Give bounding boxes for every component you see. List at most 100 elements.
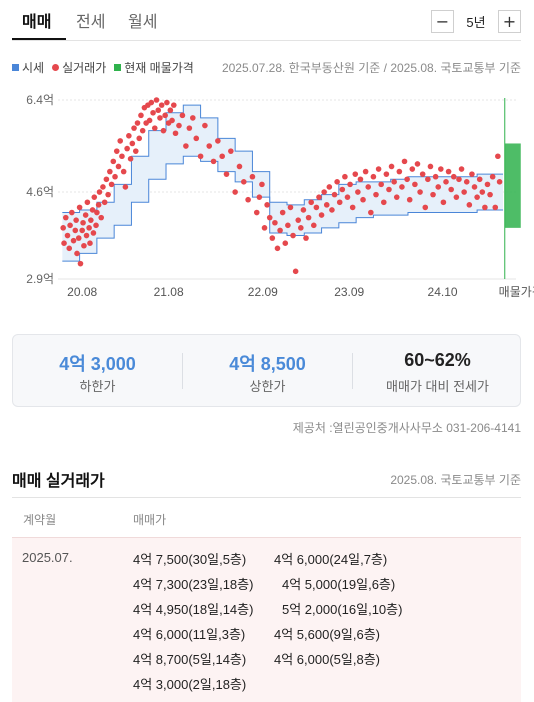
trade-point — [108, 181, 115, 188]
trade-point — [169, 117, 175, 124]
data-provider: 제공처 :열린공인중개사사무소 031-206-4141 — [292, 421, 521, 435]
period-value: 5년 — [466, 14, 486, 30]
trade-point — [115, 163, 122, 170]
trade-point — [219, 153, 225, 160]
trade-item: 4억 6,000(11일,3층) — [133, 627, 246, 642]
trade-point — [303, 235, 309, 241]
legend-actual-trade[interactable]: 실거래가 — [52, 59, 106, 76]
legend-market-price[interactable]: 시세 — [12, 59, 44, 76]
trade-point — [474, 194, 480, 200]
trade-point — [404, 176, 410, 183]
col-header-sale-price: 매매가 — [133, 513, 167, 527]
tab-sale[interactable]: 매매 — [22, 14, 52, 31]
trade-point — [170, 102, 177, 108]
trade-point — [432, 173, 439, 180]
trade-item: 4억 5,000(19일,6층) — [282, 577, 396, 592]
trade-point — [456, 176, 462, 183]
red-dot-icon — [52, 64, 60, 71]
trade-point — [146, 117, 153, 124]
trade-point — [61, 240, 67, 246]
trade-point — [326, 184, 333, 190]
trade-point — [419, 171, 426, 177]
legend-current-listing[interactable]: 현재 매물가격 — [114, 59, 194, 76]
section-title: 매매 실거래가 — [12, 473, 105, 490]
trade-point — [305, 214, 312, 221]
trade-point — [98, 214, 105, 221]
trade-item: 4억 6,000(5일,8층) — [274, 652, 380, 667]
trade-point — [370, 173, 377, 180]
trade-point — [172, 130, 179, 137]
trade-point — [412, 181, 418, 188]
jeonse-ratio-value: 60~62% — [404, 350, 471, 370]
trade-point — [256, 194, 263, 200]
trade-point — [406, 196, 413, 203]
period-increase-button[interactable]: + — [498, 9, 521, 33]
x-tick-label-listing: 매물가격 — [499, 285, 534, 299]
trade-point — [331, 191, 338, 198]
trade-point — [342, 173, 348, 180]
legend-label: 실거래가 — [62, 61, 107, 75]
trade-point — [215, 138, 221, 144]
trade-point — [167, 107, 174, 114]
trade-point — [295, 217, 302, 223]
trade-point — [232, 189, 238, 195]
trade-point — [117, 138, 124, 144]
trade-point — [277, 227, 283, 234]
trade-point — [458, 166, 465, 172]
trade-point — [448, 186, 454, 193]
x-tick-label: 24.10 — [428, 285, 458, 299]
trade-point — [259, 181, 265, 188]
tab-jeonse[interactable]: 전세 — [76, 14, 106, 31]
trade-point — [113, 148, 120, 154]
trade-point — [183, 143, 189, 149]
trade-point — [79, 227, 85, 234]
trade-point — [274, 245, 281, 252]
trade-point — [132, 148, 139, 154]
trade-point — [107, 168, 113, 175]
trade-point — [339, 186, 346, 193]
trade-point — [425, 176, 431, 183]
trade-point — [414, 161, 421, 167]
trade-point — [292, 268, 299, 275]
trade-point — [80, 219, 86, 226]
trade-point — [95, 202, 102, 208]
trade-point — [210, 158, 217, 165]
x-tick-label: 23.09 — [334, 285, 364, 299]
legend-label: 시세 — [22, 61, 45, 75]
divider — [352, 353, 353, 389]
trade-point — [282, 240, 289, 246]
trade-point — [83, 232, 90, 239]
trade-point — [236, 163, 243, 170]
tab-monthly-rent[interactable]: 월세 — [128, 14, 158, 31]
trade-point — [393, 194, 400, 200]
trade-item: 5억 2,000(16일,10층) — [282, 602, 403, 617]
trade-point — [463, 179, 470, 185]
trade-point — [272, 219, 278, 226]
trade-point — [86, 225, 92, 231]
y-tick-label: 2.9억 — [26, 272, 54, 286]
x-tick-label: 20.08 — [67, 285, 97, 299]
legend-label: 현재 매물가격 — [124, 61, 194, 75]
trade-point — [100, 184, 106, 190]
trade-point — [329, 207, 335, 213]
trade-point — [362, 168, 369, 175]
trade-item: 4억 7,300(23일,18층) — [133, 577, 254, 592]
trade-point — [91, 194, 98, 200]
trade-point — [438, 166, 444, 172]
trade-point — [74, 250, 80, 257]
trade-item: 4억 3,000(2일,18층) — [133, 677, 247, 692]
trade-point — [124, 145, 130, 152]
period-decrease-button[interactable]: − — [431, 9, 454, 33]
tabs-divider — [12, 40, 521, 41]
trade-point — [122, 184, 129, 190]
trade-point — [240, 179, 247, 185]
trade-point — [82, 212, 89, 218]
trade-point — [157, 115, 163, 121]
lower-price-label: 하한가 — [79, 379, 116, 394]
trade-point — [264, 202, 270, 208]
x-tick-label: 22.09 — [248, 285, 278, 299]
trade-point — [445, 168, 452, 175]
trade-point — [94, 209, 100, 216]
listing-price-bar — [504, 143, 521, 228]
trade-point — [269, 235, 276, 241]
